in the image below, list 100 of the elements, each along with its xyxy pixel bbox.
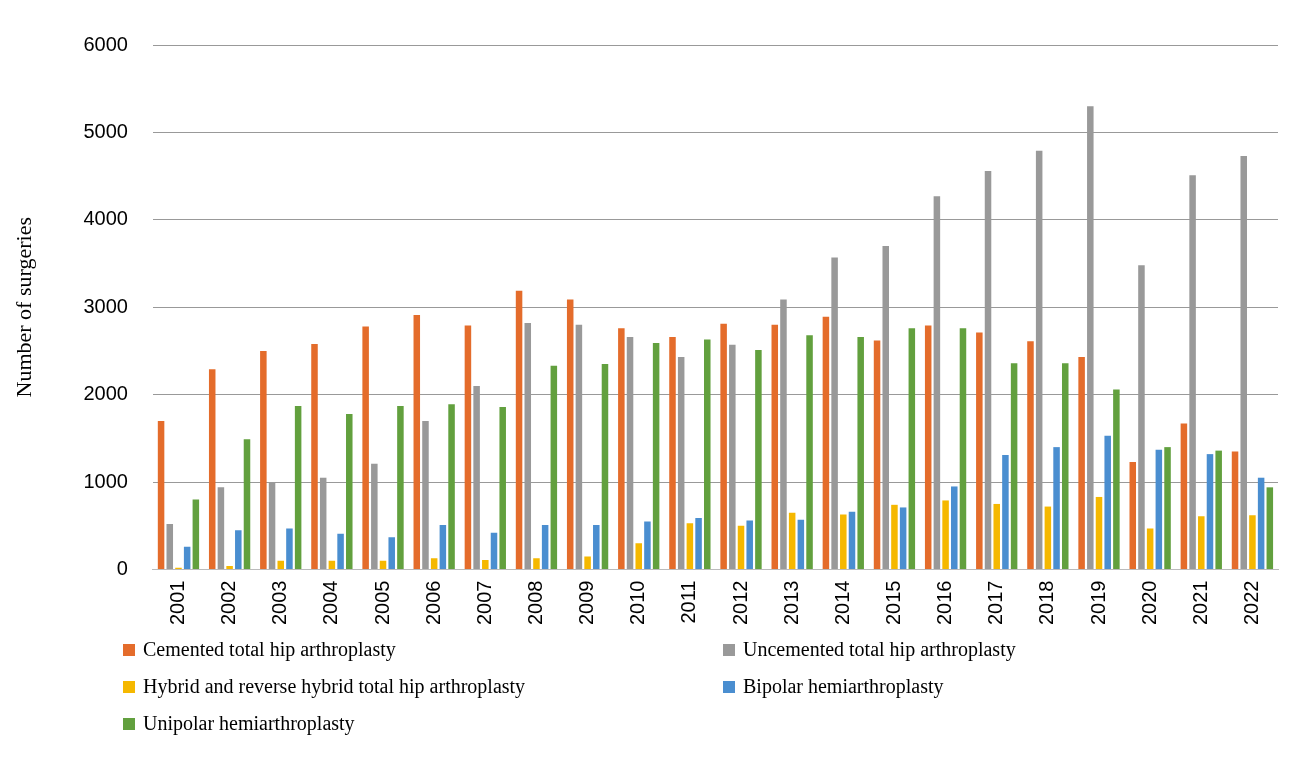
bar [1231,451,1239,570]
bar [755,350,762,570]
bar [294,406,302,570]
bar [771,324,779,570]
bar [1146,528,1154,570]
x-tick-label: 2003 [268,580,291,626]
y-tick-label: 0 [116,557,128,580]
bar [1044,506,1052,570]
bar [362,326,369,570]
bar [1155,449,1163,570]
bar [1053,447,1060,570]
legend-label: Bipolar hemiarthroplasty [743,675,944,698]
bar [899,507,907,570]
bar [337,533,344,570]
x-tick-label: 2012 [728,580,751,626]
bar [183,546,191,570]
x-tick-label: 2005 [370,580,393,626]
legend-label: Uncemented total hip arthroplasty [743,638,1016,661]
bar [840,514,847,570]
bar [311,343,318,570]
legend-label: Unipolar hemiarthroplasty [143,712,355,735]
bar [1113,389,1120,570]
bar [1215,450,1222,570]
bar [243,439,251,570]
x-tick-label: 2020 [1137,580,1160,626]
legend-label: Cemented total hip arthroplasty [143,638,396,661]
bar [873,340,881,570]
bar [413,315,421,570]
bar [584,556,591,570]
bar [737,525,745,570]
bar [951,486,958,570]
bar [1095,496,1103,570]
bar [482,559,489,570]
bar [959,328,967,570]
bar [806,335,813,570]
x-tick-label: 2015 [881,580,904,626]
bar [286,528,293,570]
bar [644,521,651,570]
bar [652,343,660,570]
bar [1002,454,1009,570]
bar [397,406,404,570]
bar [695,517,702,570]
bar [448,404,455,570]
x-tick-label: 2013 [779,580,802,626]
bar [277,560,285,570]
x-tick-label: 2016 [933,580,956,626]
x-tick-label: 2017 [984,580,1007,626]
bar [704,339,711,570]
y-tick-label: 2000 [83,382,128,405]
x-tick-label: 2004 [319,580,342,626]
y-tick-label: 3000 [83,294,128,317]
x-tick-label: 2018 [1035,580,1058,626]
bar [464,325,472,570]
bar [1198,516,1205,570]
bar [1266,487,1274,570]
bar [346,413,353,570]
legend-label: Hybrid and reverse hybrid total hip arthroplasty [143,675,526,698]
y-axis-title: Number of surgeries [10,217,36,398]
bar [217,487,225,570]
bar [1180,423,1188,570]
bar [1206,454,1214,570]
bar [635,543,642,570]
bar [1104,435,1111,570]
bar [746,520,753,570]
bar [439,524,447,570]
bar [166,524,174,570]
bar [1164,447,1171,570]
bar [669,336,676,570]
bar [208,369,216,570]
bar [566,299,574,570]
bar [1249,515,1256,570]
x-tick-label: 2022 [1239,580,1262,626]
bar [908,328,916,570]
y-tick-label: 6000 [83,32,128,55]
bar [720,323,727,570]
bar [848,511,856,570]
bar [490,532,498,570]
bar [1257,477,1265,570]
bar [226,566,233,570]
y-tick-label: 4000 [83,207,128,230]
bar [1061,363,1069,570]
bar [550,365,558,570]
bar [157,420,165,570]
bar [822,316,830,570]
bar [891,504,898,570]
bar [601,364,609,570]
bar [1027,341,1034,570]
x-tick-label: 2011 [677,580,700,624]
x-tick-label: 2006 [421,580,444,626]
y-tick-label: 5000 [83,119,128,142]
x-tick-label: 2001 [165,580,188,626]
bar [593,524,600,570]
x-tick-label: 2021 [1188,580,1211,626]
x-tick-label: 2010 [626,580,649,626]
bar [1129,461,1137,570]
bar [235,530,242,570]
bar [686,523,694,570]
x-tick-label: 2007 [472,580,495,626]
x-tick-label: 2019 [1086,580,1109,626]
x-tick-label: 2009 [575,580,598,626]
